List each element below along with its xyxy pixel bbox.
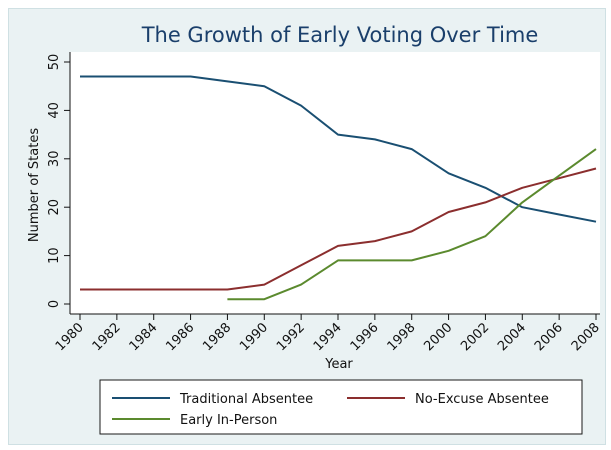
- y-tick-label: 40: [47, 102, 62, 119]
- x-tick-label: 2008: [569, 320, 603, 354]
- series-line: [80, 167, 597, 291]
- y-tick-label: 0: [47, 300, 62, 308]
- x-tick-label: 1990: [237, 320, 271, 354]
- x-tick-label: 1994: [311, 320, 345, 354]
- series-lines: [80, 75, 597, 301]
- x-tick-label: 2004: [495, 320, 529, 354]
- legend-label: Traditional Absentee: [179, 392, 313, 407]
- y-tick-label: 50: [47, 54, 62, 71]
- plot-area: [70, 52, 600, 314]
- y-axis: 0 10 20 30 40 50: [47, 52, 71, 314]
- x-tick-label: 1992: [274, 320, 308, 354]
- x-tick-label: 1998: [385, 320, 419, 354]
- y-tick-label: 10: [47, 247, 62, 264]
- legend-label: Early In-Person: [180, 413, 277, 428]
- x-tick-label: 2000: [421, 320, 455, 354]
- x-tick-label: 2002: [458, 320, 492, 354]
- chart-title: The Growth of Early Voting Over Time: [141, 23, 539, 47]
- x-axis-label: Year: [324, 357, 353, 372]
- x-tick-label: 1982: [90, 320, 124, 354]
- x-tick-label: 1984: [127, 320, 161, 354]
- x-tick-label: 2006: [532, 320, 566, 354]
- series-line: [227, 148, 597, 301]
- legend-label: No-Excuse Absentee: [415, 392, 549, 407]
- plot-frame: [70, 52, 600, 314]
- legend-box: [99, 379, 583, 435]
- y-axis-label: Number of States: [27, 128, 42, 242]
- y-tick-label: 30: [47, 151, 62, 168]
- x-tick-label: 1986: [163, 320, 197, 354]
- x-tick-label: 1988: [200, 320, 234, 354]
- x-axis: 1980 1982 1984 1986 1988 1990 1992 1994 1996 1998…: [53, 313, 603, 354]
- y-tick-label: 20: [47, 199, 62, 216]
- series-line: [80, 75, 597, 223]
- x-tick-label: 1996: [348, 320, 382, 354]
- x-tick-label: 1980: [53, 320, 87, 354]
- legend: Traditional Absentee No-Excuse Absentee Ea…: [99, 379, 583, 435]
